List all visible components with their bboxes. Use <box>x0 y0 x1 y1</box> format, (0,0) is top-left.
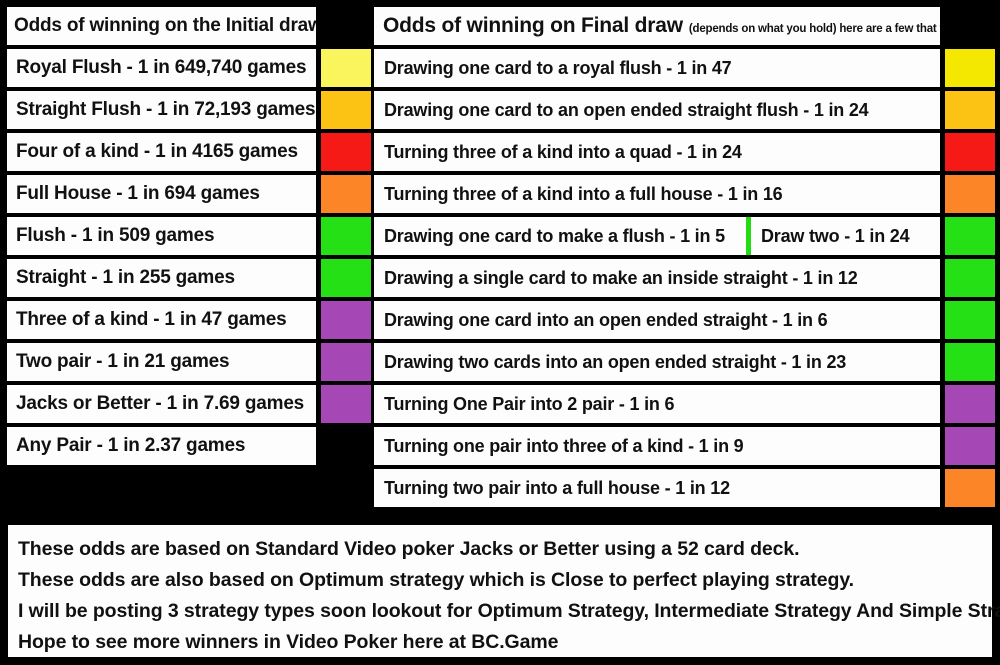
draw-odds-label: Turning one pair into three of a kind - … <box>372 425 942 467</box>
table-row: Three of a kind - 1 in 47 games <box>5 299 373 341</box>
hand-odds-label: Jacks or Better - 1 in 7.69 games <box>5 383 319 425</box>
table-row: Royal Flush - 1 in 649,740 games <box>5 47 373 89</box>
table-row: Drawing two cards into an open ended str… <box>372 341 997 383</box>
table-row: Two pair - 1 in 21 games <box>5 341 373 383</box>
rank-color-swatch <box>943 173 997 215</box>
draw-odds-label: Drawing one card into an open ended stra… <box>372 299 942 341</box>
draw-odds-label: Drawing one card to make a flush - 1 in … <box>384 225 725 246</box>
rank-color-swatch <box>943 47 997 89</box>
table-row: Drawing one card to an open ended straig… <box>372 89 997 131</box>
final-draw-title: Odds of winning on Final draw <box>383 14 683 37</box>
note-line: These odds are also based on Optimum str… <box>18 569 854 591</box>
table-row: Four of a kind - 1 in 4165 games <box>5 131 373 173</box>
notes-panel: These odds are based on Standard Video p… <box>5 522 1000 660</box>
hand-odds-label: Three of a kind - 1 in 47 games <box>5 299 319 341</box>
rank-color-swatch <box>319 173 373 215</box>
rank-color-swatch <box>319 215 373 257</box>
split-divider <box>746 217 751 255</box>
rank-color-swatch <box>943 215 997 257</box>
draw-odds-label: Drawing one card to a royal flush - 1 in… <box>372 47 942 89</box>
rank-color-swatch <box>943 299 997 341</box>
table-row: Drawing one card into an open ended stra… <box>372 299 997 341</box>
rank-color-swatch <box>943 383 997 425</box>
initial-draw-table: Odds of winning on the Initial draw Roya… <box>5 5 373 467</box>
final-draw-title-cell: Odds of winning on Final draw (depends o… <box>372 5 942 47</box>
table-row: Straight - 1 in 255 games <box>5 257 373 299</box>
table-row: Drawing one card to make a flush - 1 in … <box>372 215 997 257</box>
rank-color-swatch <box>943 131 997 173</box>
rank-color-swatch <box>319 257 373 299</box>
rank-color-swatch <box>319 383 373 425</box>
table-row: Turning three of a kind into a quad - 1 … <box>372 131 997 173</box>
draw-odds-label: Turning three of a kind into a quad - 1 … <box>372 131 942 173</box>
hand-odds-label: Royal Flush - 1 in 649,740 games <box>5 47 319 89</box>
table-row: Full House - 1 in 694 games <box>5 173 373 215</box>
rank-color-swatch <box>319 299 373 341</box>
note-line: I will be posting 3 strategy types soon … <box>18 600 1000 622</box>
table-row: Turning three of a kind into a full hous… <box>372 173 997 215</box>
table-row: Turning two pair into a full house - 1 i… <box>372 467 997 509</box>
table-row: Drawing a single card to make an inside … <box>372 257 997 299</box>
table-header-row: Odds of winning on the Initial draw <box>5 5 373 47</box>
table-row: Straight Flush - 1 in 72,193 games <box>5 89 373 131</box>
table-row: Jacks or Better - 1 in 7.69 games <box>5 383 373 425</box>
rank-color-swatch <box>943 257 997 299</box>
table-row: Turning one pair into three of a kind - … <box>372 425 997 467</box>
hand-odds-label: Full House - 1 in 694 games <box>5 173 319 215</box>
rank-color-swatch <box>319 47 373 89</box>
hand-odds-label: Any Pair - 1 in 2.37 games <box>5 425 319 467</box>
rank-color-swatch <box>319 341 373 383</box>
table-row: Flush - 1 in 509 games <box>5 215 373 257</box>
draw-odds-label: Drawing two cards into an open ended str… <box>372 341 942 383</box>
table-header-row: Odds of winning on Final draw (depends o… <box>372 5 997 47</box>
rank-color-swatch <box>319 131 373 173</box>
draw-odds-label: Drawing one card to an open ended straig… <box>372 89 942 131</box>
table-row: Turning One Pair into 2 pair - 1 in 6 <box>372 383 997 425</box>
rank-color-swatch <box>943 89 997 131</box>
note-line: Hope to see more winners in Video Poker … <box>18 631 559 653</box>
final-draw-subtitle: (depends on what you hold) here are a fe… <box>688 23 940 35</box>
rank-color-swatch <box>943 425 997 467</box>
final-draw-table: Odds of winning on Final draw (depends o… <box>372 5 997 509</box>
header-swatch-placeholder <box>319 5 373 47</box>
initial-draw-title: Odds of winning on the Initial draw <box>5 5 319 47</box>
hand-odds-label: Two pair - 1 in 21 games <box>5 341 319 383</box>
table-row: Any Pair - 1 in 2.37 games <box>5 425 373 467</box>
draw-odds-label: Turning three of a kind into a full hous… <box>372 173 942 215</box>
rank-color-swatch <box>319 89 373 131</box>
draw-odds-label: Turning One Pair into 2 pair - 1 in 6 <box>372 383 942 425</box>
hand-odds-label: Four of a kind - 1 in 4165 games <box>5 131 319 173</box>
rank-color-swatch <box>943 467 997 509</box>
draw-odds-label: Turning two pair into a full house - 1 i… <box>372 467 942 509</box>
draw-odds-label: Drawing a single card to make an inside … <box>372 257 942 299</box>
hand-odds-label: Straight - 1 in 255 games <box>5 257 319 299</box>
header-swatch-placeholder <box>943 5 997 47</box>
rank-color-swatch <box>319 425 373 467</box>
table-row: Drawing one card to a royal flush - 1 in… <box>372 47 997 89</box>
hand-odds-label: Straight Flush - 1 in 72,193 games <box>5 89 319 131</box>
draw-odds-label-secondary: Draw two - 1 in 24 <box>761 225 910 246</box>
note-line: These odds are based on Standard Video p… <box>18 538 800 560</box>
draw-odds-split-cell: Drawing one card to make a flush - 1 in … <box>372 215 942 257</box>
rank-color-swatch <box>943 341 997 383</box>
hand-odds-label: Flush - 1 in 509 games <box>5 215 319 257</box>
